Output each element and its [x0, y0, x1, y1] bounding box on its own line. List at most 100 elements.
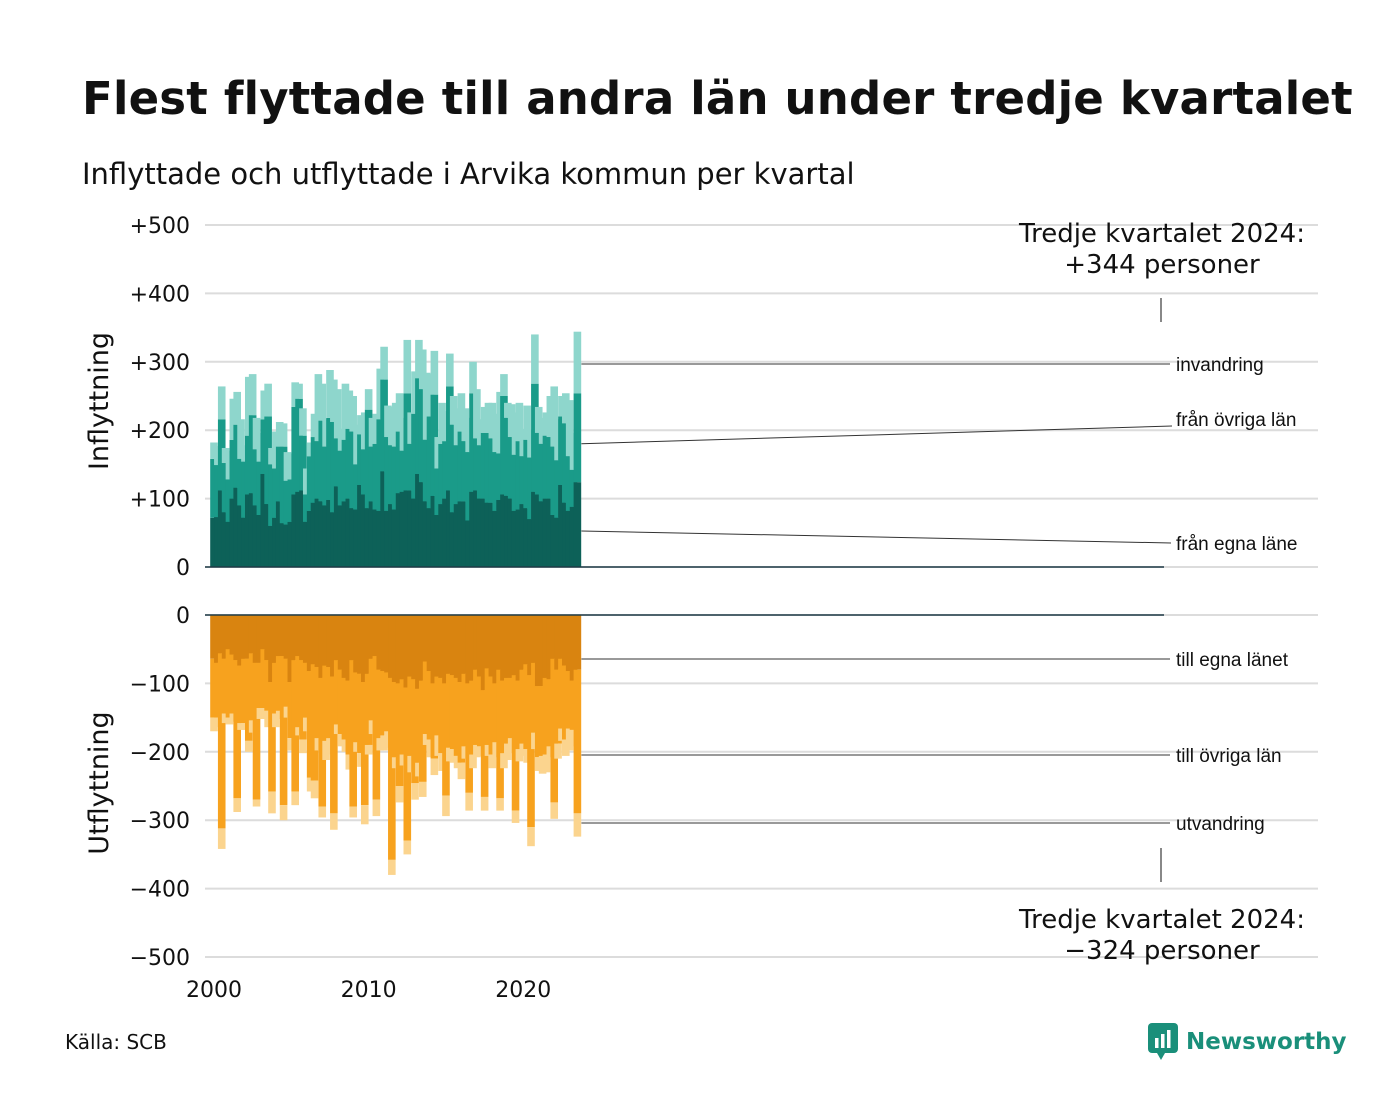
bar-inflow-own-county	[229, 498, 238, 567]
bar-inflow-immigration	[306, 442, 315, 457]
bar-outflow-own-county	[442, 615, 450, 684]
series-label-fran-egna-lanet: från egna läne	[1176, 534, 1298, 555]
bar-inflow-own-county	[318, 501, 327, 567]
bar-outflow-other-counties	[534, 686, 543, 758]
bar-inflow-own-county	[399, 491, 408, 567]
bar-inflow-immigration	[426, 374, 435, 417]
bar-outflow-emigration	[426, 739, 435, 758]
bar-inflow-immigration	[368, 417, 377, 447]
bar-outflow-other-counties	[550, 658, 559, 803]
bar-outflow-other-counties	[415, 688, 423, 763]
bar-outflow-own-county	[492, 615, 501, 684]
bar-outflow-emigration	[233, 798, 241, 812]
bar-outflow-emigration	[225, 717, 234, 725]
bar-outflow-own-county	[449, 615, 458, 676]
series-label-utvandring: utvandring	[1176, 814, 1265, 835]
bar-inflow-own-county	[469, 491, 477, 567]
bar-outflow-other-counties	[434, 676, 443, 736]
bar-inflow-own-county	[326, 499, 334, 567]
bar-outflow-own-county	[434, 615, 443, 677]
bar-outflow-emigration	[411, 783, 419, 800]
bar-outflow-other-counties	[357, 673, 365, 754]
bar-outflow-other-counties	[496, 669, 504, 799]
bar-inflow-other-counties	[480, 432, 489, 499]
bar-inflow-immigration	[217, 386, 226, 420]
bar-outflow-other-counties	[380, 671, 388, 736]
bar-inflow-own-county	[569, 506, 578, 567]
lower-y-tick-label: 0	[176, 604, 190, 629]
bar-inflow-immigration	[546, 396, 555, 438]
bar-inflow-own-county	[225, 521, 234, 567]
x-tick-label: 2020	[495, 978, 551, 1003]
chart-title: Flest flyttade till andra län under tred…	[82, 72, 1353, 125]
bar-inflow-other-counties	[484, 432, 493, 503]
bar-outflow-own-county	[542, 615, 551, 678]
upper-y-tick-label: 0	[176, 556, 190, 581]
bar-inflow-other-counties	[565, 456, 574, 511]
bar-inflow-own-county	[279, 523, 288, 567]
bar-outflow-emigration	[322, 740, 330, 761]
bar-outflow-emigration	[488, 754, 497, 769]
bar-outflow-other-counties	[333, 660, 342, 725]
bar-outflow-other-counties	[542, 677, 551, 755]
bar-outflow-own-county	[299, 615, 307, 661]
bar-inflow-own-county	[330, 512, 338, 567]
bar-inflow-immigration	[372, 413, 381, 444]
bar-outflow-emigration	[391, 757, 400, 769]
bar-outflow-emigration	[511, 810, 520, 823]
bar-outflow-own-county	[403, 615, 412, 688]
bar-outflow-own-county	[341, 615, 350, 678]
bar-inflow-other-counties	[461, 441, 470, 502]
bar-outflow-own-county	[357, 615, 365, 674]
bar-inflow-other-counties	[233, 424, 241, 488]
bar-outflow-own-county	[523, 615, 531, 665]
bar-outflow-emigration	[388, 859, 396, 875]
bar-outflow-other-counties	[295, 656, 303, 728]
bar-inflow-immigration	[527, 430, 535, 458]
bar-outflow-own-county	[229, 615, 238, 655]
bar-outflow-own-county	[252, 615, 261, 663]
bar-outflow-emigration	[291, 791, 299, 806]
bar-inflow-immigration	[492, 413, 501, 453]
bar-outflow-emigration	[268, 791, 276, 814]
bar-outflow-own-county	[330, 615, 338, 677]
newsworthy-logo-icon	[1148, 1023, 1178, 1060]
bar-inflow-immigration	[476, 419, 485, 446]
bar-outflow-other-counties	[453, 677, 462, 756]
newsworthy-logo[interactable]: Newsworthy	[1148, 1022, 1347, 1062]
bar-outflow-emigration	[380, 735, 388, 751]
bar-inflow-immigration	[388, 406, 396, 446]
bar-outflow-emigration	[453, 755, 462, 769]
bar-inflow-immigration	[283, 452, 292, 481]
bar-outflow-emigration	[507, 738, 516, 754]
bar-inflow-immigration	[229, 398, 238, 440]
upper-y-tick-label: +300	[130, 351, 190, 376]
bar-outflow-own-county	[527, 615, 535, 676]
bar-inflow-immigration	[345, 390, 354, 429]
upper-y-axis-title: Inflyttning	[84, 332, 115, 470]
bar-outflow-own-county	[210, 615, 218, 659]
bar-inflow-own-county	[214, 517, 222, 567]
bar-inflow-other-counties	[442, 441, 450, 499]
bar-inflow-immigration	[380, 346, 388, 380]
bar-outflow-own-county	[446, 615, 454, 674]
bar-outflow-emigration	[217, 828, 226, 849]
bar-outflow-own-county	[322, 615, 330, 666]
bar-inflow-other-counties	[349, 431, 357, 509]
bar-inflow-own-county	[287, 521, 296, 567]
bar-outflow-own-county	[275, 615, 284, 657]
bar-inflow-other-counties	[422, 439, 431, 502]
bar-outflow-emigration	[310, 780, 319, 799]
bar-outflow-other-counties	[480, 690, 489, 797]
bar-inflow-own-county	[291, 494, 299, 567]
bar-outflow-emigration	[476, 746, 485, 756]
bar-inflow-immigration	[225, 450, 234, 480]
bar-inflow-other-counties	[302, 494, 311, 522]
bar-outflow-emigration	[372, 799, 381, 817]
newsworthy-logo-text: Newsworthy	[1186, 1029, 1347, 1055]
series-label-invandring: invandring	[1176, 355, 1264, 376]
bar-outflow-other-counties	[364, 673, 373, 745]
bar-inflow-other-counties	[418, 389, 427, 483]
bar-outflow-other-counties	[527, 675, 535, 828]
